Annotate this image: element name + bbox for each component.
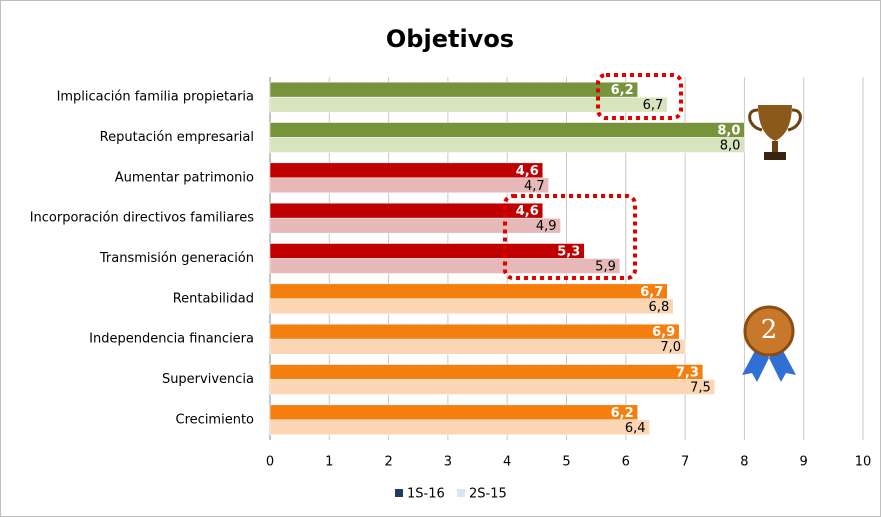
data-label: 6,4	[625, 421, 646, 436]
bar	[269, 122, 745, 138]
data-label: 6,7	[643, 98, 664, 113]
x-tick-label: 8	[740, 455, 748, 470]
data-label: 7,0	[660, 340, 681, 355]
x-tick-label: 5	[562, 455, 570, 470]
data-label: 7,5	[690, 381, 711, 396]
legend-label: 1S-16	[407, 487, 445, 502]
trophy-icon	[748, 105, 802, 160]
medal-icon: 2	[742, 305, 796, 382]
legend-label: 2S-15	[469, 487, 507, 502]
bar	[269, 243, 585, 259]
x-tick-label: 10	[855, 455, 872, 470]
bar	[269, 217, 561, 234]
x-tick-label: 2	[384, 455, 392, 470]
y-tick-label: Rentabilidad	[173, 291, 254, 306]
y-tick-label: Reputación empresarial	[100, 130, 254, 145]
bar	[269, 202, 544, 219]
x-tick-label: 1	[325, 455, 333, 470]
y-tick-label: Aumentar patrimonio	[115, 170, 254, 185]
data-label: 6,2	[611, 406, 634, 421]
y-tick-label: Crecimiento	[176, 412, 255, 427]
legend-swatch	[457, 489, 465, 497]
x-tick-label: 3	[444, 455, 452, 470]
x-tick-label: 6	[622, 455, 630, 470]
legend-swatch	[395, 489, 403, 497]
data-label: 5,3	[557, 245, 580, 260]
x-tick-label: 7	[681, 455, 689, 470]
y-tick-label: Transmisión generación	[99, 251, 254, 266]
bar	[269, 323, 680, 340]
y-tick-label: Supervivencia	[162, 372, 254, 387]
data-label: 4,6	[516, 204, 539, 219]
bar	[269, 162, 544, 179]
y-tick-label: Implicación familia propietaria	[57, 90, 254, 105]
highlight-box	[503, 194, 637, 280]
data-label: 6,2	[611, 83, 634, 98]
y-tick-label: Incorporación directivos familiares	[30, 211, 255, 226]
data-label: 8,0	[717, 124, 740, 139]
x-tick-label: 0	[266, 455, 274, 470]
data-label: 6,8	[649, 300, 670, 315]
bar	[269, 298, 674, 315]
decorations: 2	[503, 73, 802, 382]
bar	[269, 379, 715, 395]
y-tick-label: Independencia financiera	[89, 332, 254, 347]
data-label: 7,3	[676, 366, 699, 381]
data-label: 8,0	[720, 139, 741, 154]
bar	[269, 283, 668, 300]
data-label: 5,9	[595, 260, 616, 275]
bar	[269, 404, 638, 421]
bar	[269, 96, 668, 113]
bar	[269, 177, 549, 194]
bar	[269, 338, 686, 355]
svg-text:2: 2	[761, 315, 778, 345]
data-label: 6,7	[640, 285, 663, 300]
x-tick-label: 4	[503, 455, 511, 470]
bar	[269, 137, 745, 153]
data-label: 6,9	[652, 325, 675, 340]
bar	[269, 419, 650, 436]
data-label: 4,6	[516, 164, 539, 179]
data-label: 4,9	[536, 219, 557, 234]
bar	[269, 81, 638, 98]
data-label: 4,7	[524, 179, 545, 194]
highlight-box	[596, 73, 683, 120]
bar	[269, 364, 704, 380]
chart-title: Objetivos	[386, 25, 514, 53]
bar	[269, 258, 621, 274]
x-tick-label: 9	[800, 455, 808, 470]
